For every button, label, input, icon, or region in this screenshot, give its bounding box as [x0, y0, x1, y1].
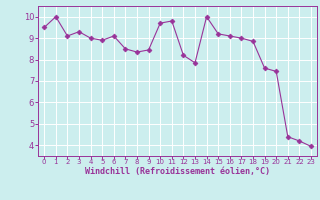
- X-axis label: Windchill (Refroidissement éolien,°C): Windchill (Refroidissement éolien,°C): [85, 167, 270, 176]
